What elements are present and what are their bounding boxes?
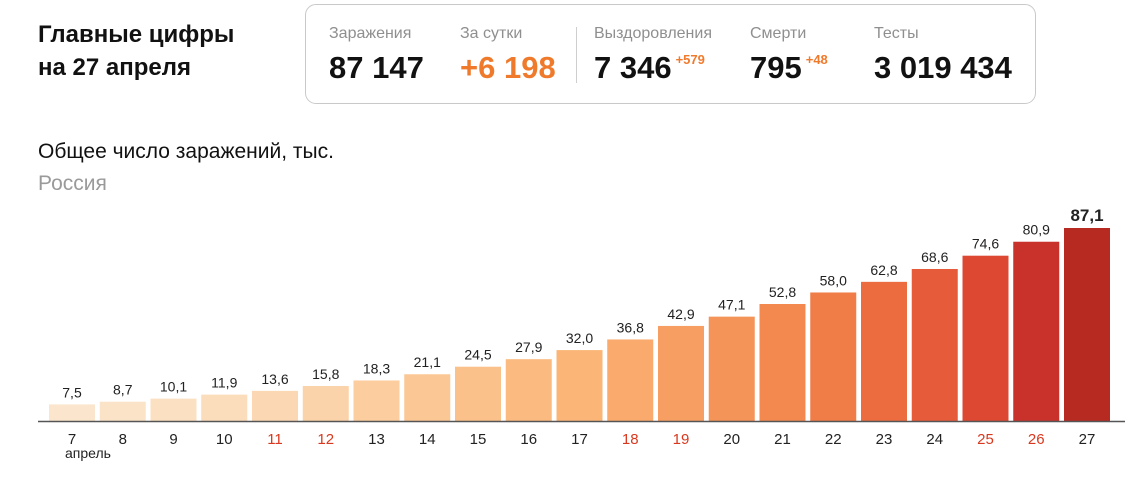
x-tick-label: 15	[470, 431, 487, 448]
bar-value-label: 47,1	[718, 297, 745, 313]
stat-deaths: Смерти 795 +48	[750, 25, 828, 86]
stat-infections: Заражения 87 147	[329, 25, 424, 86]
headline-line1: Главные цифры	[38, 21, 235, 48]
bar-value-label: 18,3	[363, 360, 390, 376]
stats-divider	[576, 27, 577, 83]
bar-value-label: 68,6	[921, 249, 948, 265]
bar	[353, 380, 400, 421]
bar	[708, 316, 755, 421]
x-tick-label: 9	[169, 431, 177, 448]
bar	[302, 385, 349, 421]
chart-title: Общее число заражений, тыс.	[38, 140, 334, 163]
bar-value-label: 24,5	[464, 347, 491, 363]
x-tick-label: 7	[68, 431, 76, 448]
stat-recoveries-delta: +579	[675, 52, 705, 67]
bar	[99, 401, 146, 421]
stat-deaths-delta: +48	[805, 52, 828, 67]
x-tick-label: 8	[119, 431, 127, 448]
stat-tests-label: Тесты	[874, 25, 919, 42]
bar-value-label: 36,8	[617, 319, 644, 335]
bar	[759, 304, 806, 421]
x-tick-label: 19	[673, 431, 690, 448]
bar	[505, 359, 552, 421]
bar	[455, 366, 501, 421]
stat-daily: За сутки +6 198	[460, 25, 556, 86]
bar	[962, 255, 1009, 421]
x-tick-label: 24	[926, 431, 943, 448]
bar-value-label: 32,0	[566, 330, 593, 346]
bar	[1013, 241, 1060, 421]
x-tick-label: 21	[774, 431, 791, 448]
bar-value-label: 27,9	[515, 339, 542, 355]
headline-line2: на 27 апреля	[38, 54, 191, 81]
bar-value-label: 21,1	[414, 354, 441, 370]
bar	[556, 350, 603, 421]
x-tick-label: 18	[622, 431, 639, 448]
stat-recoveries-row: 7 346 +579	[594, 50, 712, 86]
x-tick-label: 23	[876, 431, 893, 448]
stat-infections-label: Заражения	[329, 25, 412, 42]
bar-value-label: 74,6	[972, 236, 999, 252]
x-axis-month-label: апрель	[65, 445, 111, 461]
x-tick-label: 17	[571, 431, 588, 448]
bar	[861, 281, 907, 421]
bar	[49, 404, 95, 421]
bar-value-label: 80,9	[1023, 222, 1050, 238]
bar	[607, 339, 654, 421]
bar	[404, 374, 451, 421]
stat-deaths-label: Смерти	[750, 25, 807, 42]
stat-recoveries-value: 7 346	[594, 50, 672, 85]
bar	[911, 268, 958, 421]
bar	[252, 390, 298, 421]
headline: Главные цифры на 27 апреля	[38, 18, 234, 84]
bar	[150, 398, 197, 421]
bar	[810, 292, 857, 421]
x-tick-label: 12	[317, 431, 334, 448]
stat-recoveries-label: Выздоровления	[594, 25, 712, 42]
x-tick-label: 11	[267, 431, 283, 448]
x-tick-label: 26	[1028, 431, 1045, 448]
stat-infections-value: 87 147	[329, 50, 424, 85]
bar	[201, 394, 248, 421]
stat-deaths-value: 795	[750, 50, 802, 85]
bar-value-label: 58,0	[820, 272, 847, 288]
chart-subtitle: Россия	[38, 172, 107, 195]
stat-daily-value: +6 198	[460, 50, 556, 85]
x-tick-label: 10	[216, 431, 233, 448]
stat-tests-value: 3 019 434	[874, 50, 1012, 85]
bar-value-label: 52,8	[769, 284, 796, 300]
stat-recoveries: Выздоровления 7 346 +579	[594, 25, 712, 86]
x-tick-label: 16	[520, 431, 537, 448]
bar-value-label: 42,9	[667, 306, 694, 322]
stat-deaths-row: 795 +48	[750, 50, 828, 86]
bar-value-label: 11,9	[211, 375, 237, 391]
x-tick-label: 27	[1079, 431, 1096, 448]
x-tick-label: 13	[368, 431, 385, 448]
bar	[1064, 228, 1110, 421]
bar-value-label: 87,1	[1070, 206, 1103, 225]
stat-tests: Тесты 3 019 434	[874, 25, 1012, 86]
x-tick-label: 20	[723, 431, 740, 448]
x-tick-label: 14	[419, 431, 436, 448]
x-tick-label: 22	[825, 431, 842, 448]
bar-value-label: 7,5	[62, 384, 82, 400]
bar-value-label: 15,8	[312, 366, 339, 382]
bar	[658, 325, 704, 421]
bar-value-label: 62,8	[870, 262, 897, 278]
bar-value-label: 10,1	[160, 379, 187, 395]
stats-panel: Заражения 87 147 За сутки +6 198 Выздоро…	[305, 4, 1036, 104]
stat-daily-label: За сутки	[460, 25, 523, 42]
x-tick-label: 25	[977, 431, 994, 448]
bar-value-label: 13,6	[261, 371, 288, 387]
bar-value-label: 8,7	[113, 382, 133, 398]
